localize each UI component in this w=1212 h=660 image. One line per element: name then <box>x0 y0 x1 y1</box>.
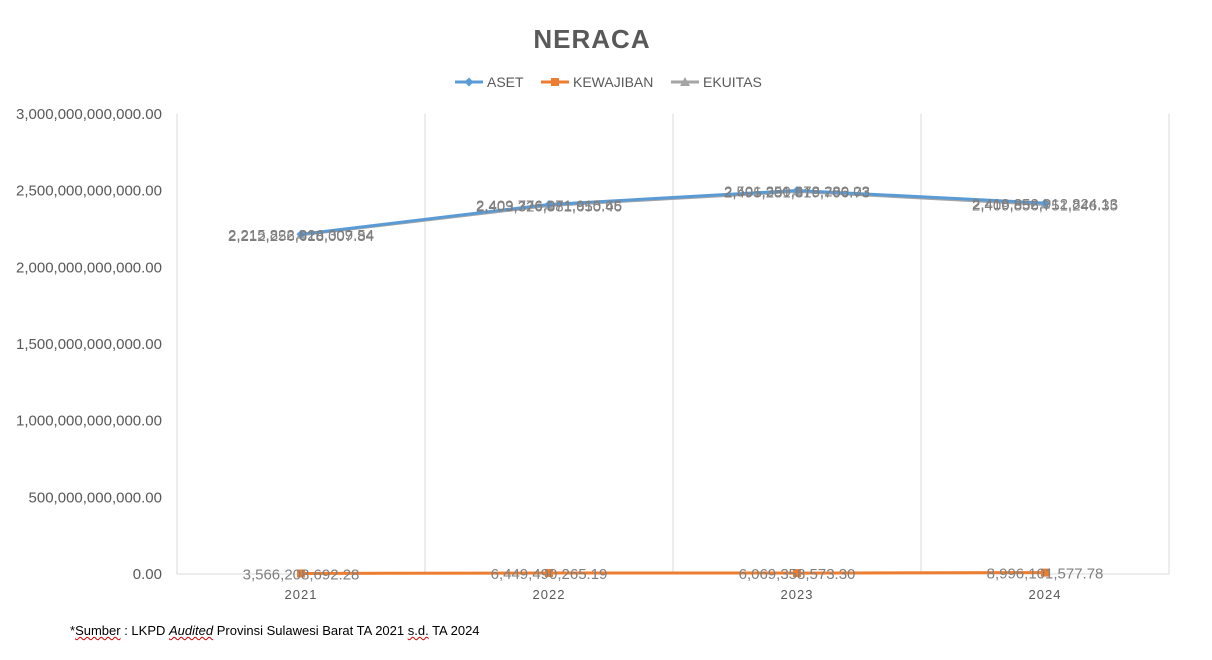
footnote-sd: s.d. <box>407 623 429 638</box>
data-point-kewajiban <box>1041 568 1049 577</box>
series-line-kewajiban <box>299 571 1047 575</box>
x-tick-label: 2022 <box>533 587 566 602</box>
data-label-kewajiban: 6,069,358,573.30 <box>739 566 856 583</box>
data-label-aset: 2,501,350,678,280.03 <box>724 183 870 200</box>
y-axis: 0.00 500,000,000,000.00 1,000,000,000,000.… <box>16 106 162 583</box>
chart-series <box>296 185 1050 578</box>
y-tick-label: 1,500,000,000,000.00 <box>16 336 162 353</box>
footnote-part1: : LKPD <box>120 623 170 638</box>
data-label-ekuitas: 2,212,256,618,007.84 <box>228 228 374 245</box>
y-tick-label: 0.00 <box>133 566 162 583</box>
data-point-aset <box>296 229 306 239</box>
y-tick-label: 3,000,000,000,000.00 <box>16 106 162 123</box>
chart-gridlines <box>176 114 1170 574</box>
data-point-kewajiban <box>545 569 553 578</box>
y-tick-label: 1,000,000,000,000.00 <box>16 413 162 430</box>
data-labels: 2,215,822,826,309.54 2,409,776,071,915.65… <box>228 183 1118 583</box>
legend-marker-aset <box>464 77 474 87</box>
data-label-aset: 2,215,822,826,309.54 <box>228 227 374 244</box>
data-label-kewajiban: 6,449,490,265.19 <box>491 566 608 583</box>
data-label-kewajiban: 3,566,208,692.28 <box>243 566 360 583</box>
footnote-part3: TA 2024 <box>428 623 480 638</box>
footnote-part2: Provinsi Sulawesi Barat TA 2021 <box>213 623 408 638</box>
legend-label-aset: ASET <box>487 74 524 90</box>
series-line-aset <box>299 188 1047 236</box>
source-footnote: *Sumber : LKPD Audited Provinsi Sulawesi… <box>70 623 480 638</box>
x-tick-label: 2024 <box>1029 587 1062 602</box>
legend-marker-kewajiban <box>551 78 559 86</box>
data-label-ekuitas: 2,403,326,581,650.46 <box>476 198 622 215</box>
x-tick-label: 2023 <box>781 587 814 602</box>
data-label-kewajiban: 8,996,101,577.78 <box>987 566 1104 583</box>
data-label-aset: 2,418,852,912,824.13 <box>972 196 1118 213</box>
x-tick-label: 2021 <box>285 587 318 602</box>
chart-title: NERACA <box>533 24 650 54</box>
legend-label-kewajiban: KEWAJIBAN <box>573 74 653 90</box>
data-point-aset <box>1040 198 1050 208</box>
data-point-kewajiban <box>793 569 801 578</box>
y-tick-label: 2,000,000,000,000.00 <box>16 259 162 276</box>
footnote-prefix: * <box>70 623 76 638</box>
footnote-sumber: Sumber <box>75 623 121 638</box>
data-point-aset <box>544 200 554 210</box>
footnote-audited: Audited <box>169 623 214 638</box>
data-point-aset <box>792 185 802 195</box>
data-label-ekuitas: 2,409,856,751,246.35 <box>972 197 1118 214</box>
y-tick-label: 500,000,000,000.00 <box>29 489 162 506</box>
y-tick-label: 2,500,000,000,000.00 <box>16 183 162 200</box>
data-point-kewajiban <box>297 569 305 578</box>
data-label-ekuitas: 2,495,281,319,706.73 <box>724 184 870 201</box>
data-label-aset: 2,409,776,071,915.65 <box>476 198 622 215</box>
legend-marker-ekuitas <box>680 77 690 86</box>
chart-legend: ASET KEWAJIBAN EKUITAS <box>455 74 762 90</box>
legend-label-ekuitas: EKUITAS <box>703 74 762 90</box>
